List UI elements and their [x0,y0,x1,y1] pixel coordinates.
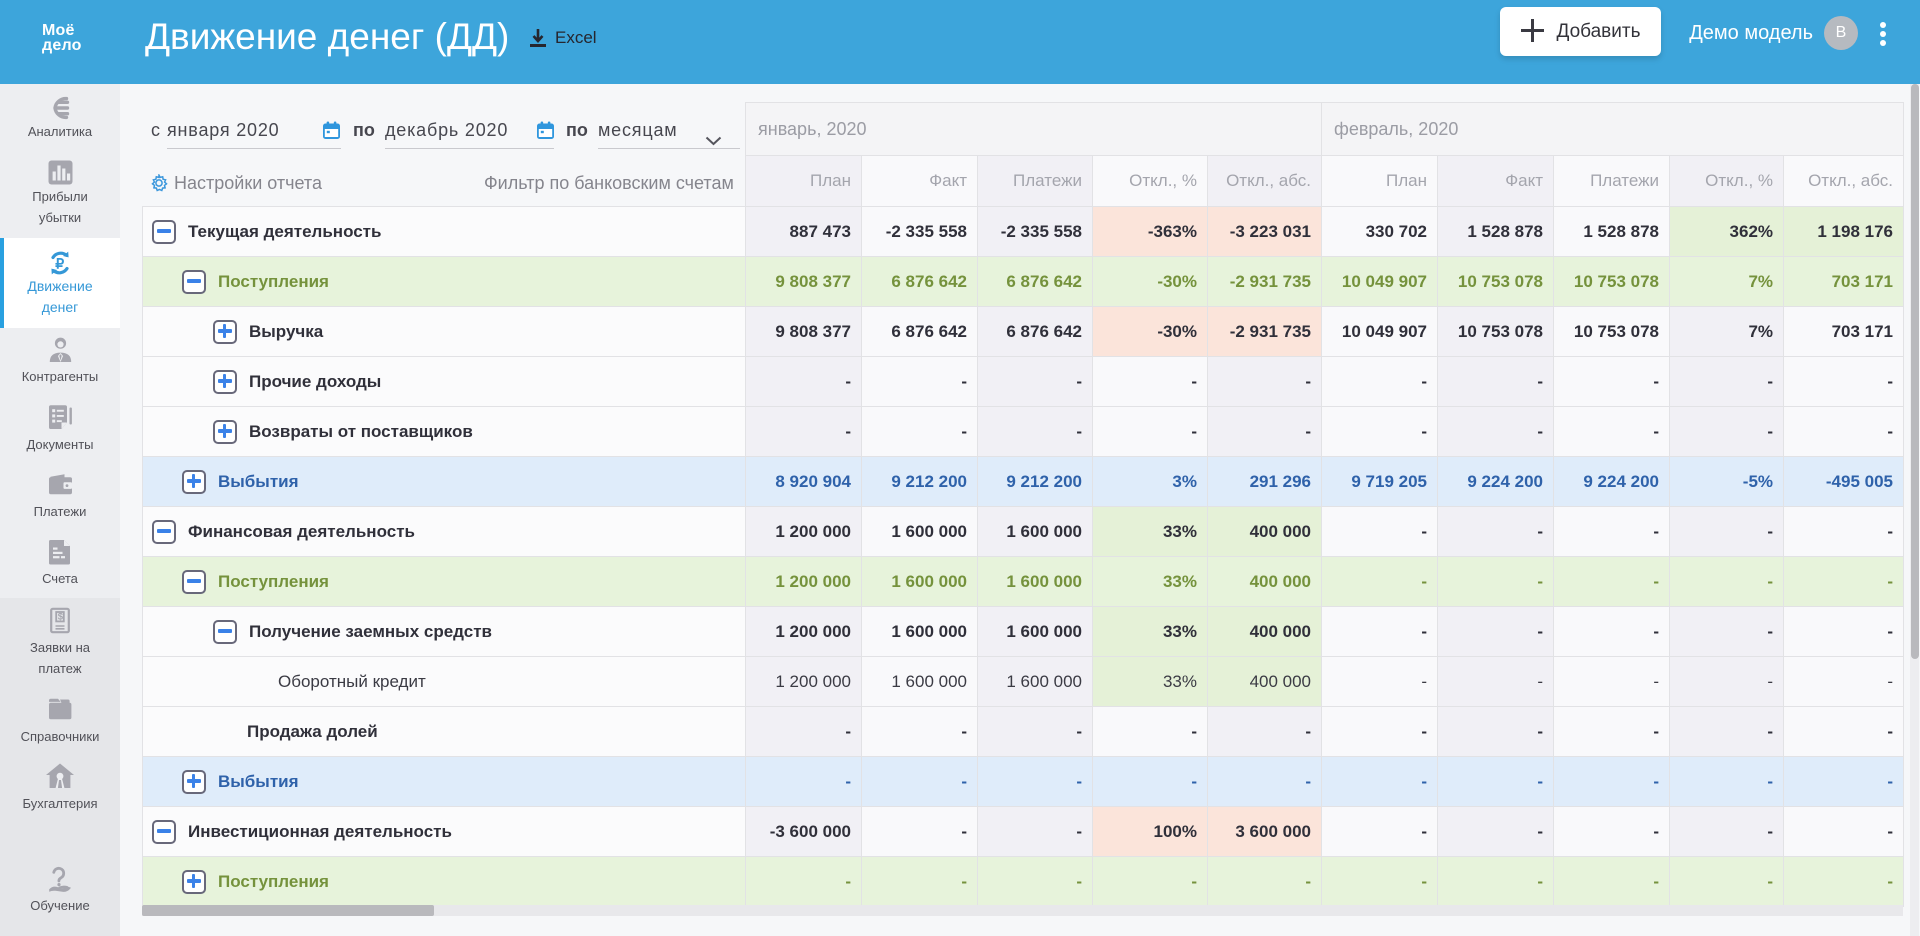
svg-text:$: $ [58,611,64,622]
svg-text:₽: ₽ [55,255,64,271]
